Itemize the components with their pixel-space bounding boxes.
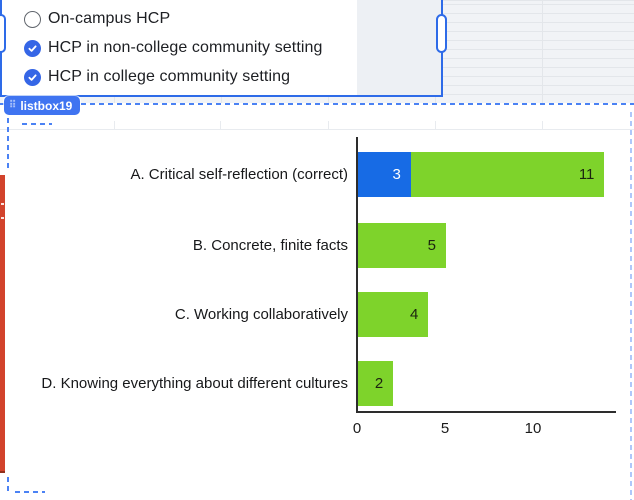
checkbox-unchecked-icon[interactable] — [24, 10, 41, 28]
grid-line — [114, 121, 115, 130]
category-label: D. Knowing everything about different cu… — [41, 374, 348, 392]
resize-handle-left[interactable] — [0, 14, 6, 53]
bar-value-label: 11 — [578, 166, 595, 183]
option-label: HCP in non-college community setting — [48, 39, 323, 56]
x-tick-label: 10 — [524, 420, 542, 437]
bar-segment-green: 4 — [358, 292, 429, 337]
bar-value-label: 3 — [392, 166, 401, 183]
drag-handle-icon[interactable]: ⠿ — [9, 99, 17, 111]
selection-dashed-border — [7, 118, 9, 170]
checkbox-checked-icon[interactable] — [24, 68, 41, 86]
bar-segment-green: 2 — [358, 361, 394, 406]
selection-dashed-border — [630, 112, 632, 500]
grid-line — [328, 121, 329, 130]
listbox-option-college[interactable]: HCP in college community setting — [24, 66, 290, 88]
selection-dashed-border — [22, 123, 52, 125]
listbox-panel-background — [357, 0, 441, 95]
grid-line — [542, 121, 543, 130]
bar-chart-widget[interactable]: A. Critical self-reflection (correct) 3 11… — [0, 112, 634, 500]
x-tick-label: 5 — [440, 420, 450, 437]
selection-dashed-border — [7, 477, 9, 493]
x-axis-line — [356, 411, 616, 413]
widget-name-label: listbox19 — [20, 98, 73, 113]
selection-dashed-border — [15, 491, 45, 493]
bar-segment-green: 5 — [358, 223, 446, 268]
resize-handle-right[interactable] — [436, 14, 447, 53]
grid-line — [220, 121, 221, 130]
listbox-option-non-college[interactable]: HCP in non-college community setting — [24, 37, 323, 59]
bar-segment-green: 11 — [410, 152, 605, 197]
category-label: C. Working collaboratively — [174, 305, 348, 323]
listbox-option-on-campus-hcp[interactable]: On-campus HCP — [24, 8, 170, 30]
bar-segment-blue: 3 — [358, 152, 411, 197]
x-tick-label: 0 — [352, 420, 362, 437]
widget-name-badge[interactable]: ⠿ listbox19 — [4, 96, 81, 115]
grid-line — [0, 129, 634, 130]
option-label: HCP in college community setting — [48, 68, 291, 85]
option-label: On-campus HCP — [48, 10, 171, 27]
y-axis-line — [356, 137, 358, 413]
category-label: A. Critical self-reflection (correct) — [130, 165, 348, 183]
bar-value-label: 5 — [427, 237, 436, 254]
selection-dashed-border — [0, 103, 634, 105]
bar-value-label: 4 — [410, 306, 419, 323]
category-label: B. Concrete, finite facts — [192, 236, 348, 254]
red-widget-edge[interactable] — [0, 175, 5, 473]
checkbox-checked-icon[interactable] — [24, 39, 41, 57]
listbox-widget[interactable]: On-campus HCP HCP in non-college communi… — [0, 0, 443, 97]
grid-line — [435, 121, 436, 130]
bar-value-label: 2 — [374, 375, 384, 392]
